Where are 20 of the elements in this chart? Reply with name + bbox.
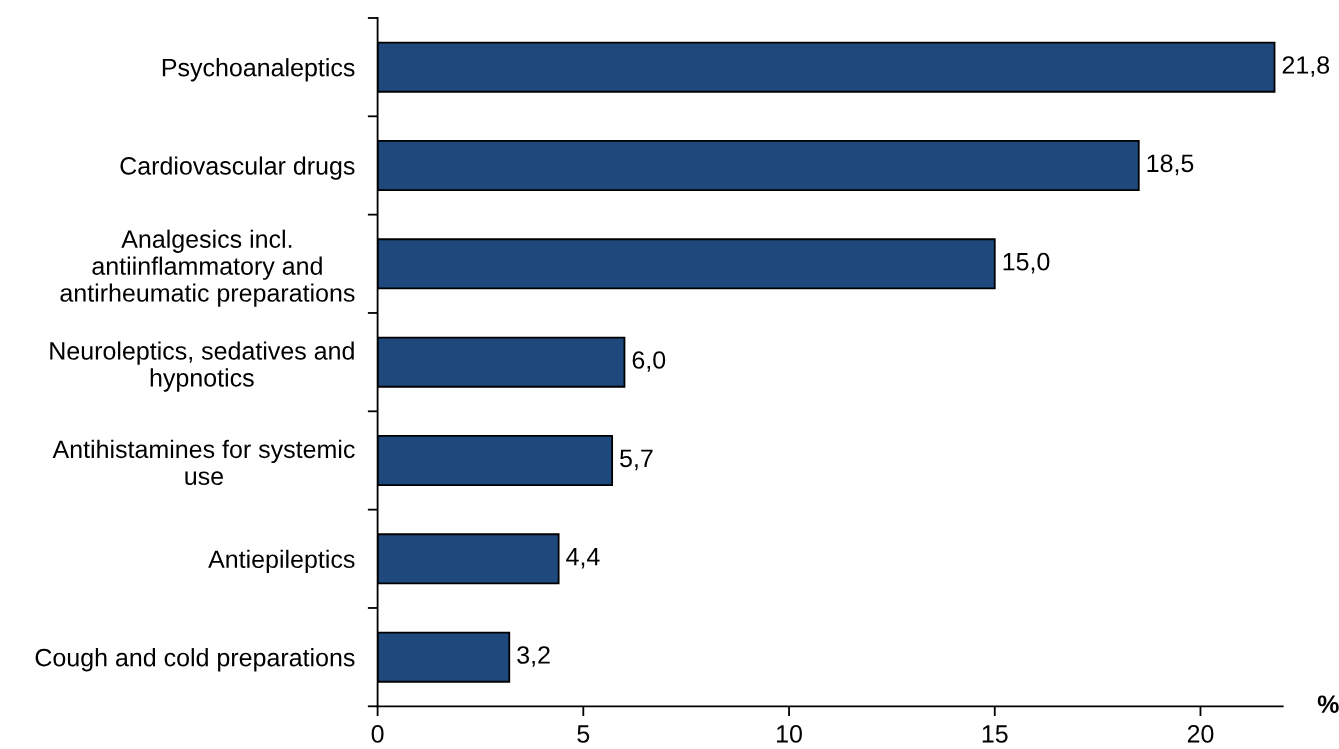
data-label: 6,0: [632, 351, 666, 372]
x-axis-title: %: [1317, 695, 1339, 713]
data-label: 21,8: [1282, 56, 1330, 77]
x-tick-label: 20: [1187, 725, 1214, 743]
data-label: 5,7: [620, 449, 653, 471]
y-tick-label: Antiepileptics: [208, 549, 355, 574]
y-tick-label: Analgesics incl. antiinflammatory and antirheumatic preparations: [60, 229, 355, 307]
x-tick-label: 15: [982, 725, 1008, 743]
x-tick-label: 5: [577, 725, 590, 743]
y-tick-label: Cardiovascular drugs: [120, 156, 355, 180]
data-label: 4,4: [566, 548, 600, 569]
data-label: 15,0: [1003, 252, 1050, 274]
x-tick-label: 0: [371, 725, 384, 743]
y-tick-label: Psychoanaleptics: [162, 58, 355, 82]
data-label: 18,5: [1147, 154, 1194, 176]
y-tick-label: Cough and cold preparations: [35, 648, 355, 672]
y-tick-label: Neuroleptics, sedatives and hypnotics: [50, 341, 354, 392]
y-tick-label: Antihistamines for systemic use: [52, 439, 355, 486]
x-tick-label: 10: [777, 725, 802, 743]
data-label: 3,2: [517, 646, 550, 667]
